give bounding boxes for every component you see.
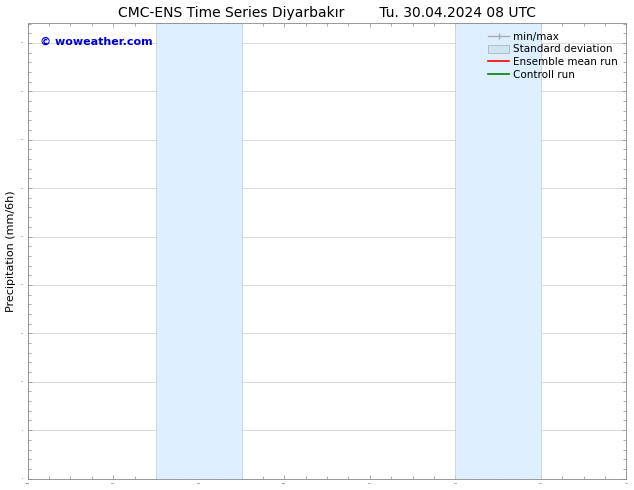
Y-axis label: Precipitation (mm/6h): Precipitation (mm/6h) bbox=[6, 190, 16, 312]
Bar bbox=[156, 24, 242, 479]
Legend: min/max, Standard deviation, Ensemble mean run, Controll run: min/max, Standard deviation, Ensemble me… bbox=[485, 29, 621, 83]
Text: © woweather.com: © woweather.com bbox=[40, 37, 152, 47]
Title: CMC-ENS Time Series Diyarbakır        Tu. 30.04.2024 08 UTC: CMC-ENS Time Series Diyarbakır Tu. 30.04… bbox=[118, 5, 536, 20]
Bar bbox=[455, 24, 541, 479]
